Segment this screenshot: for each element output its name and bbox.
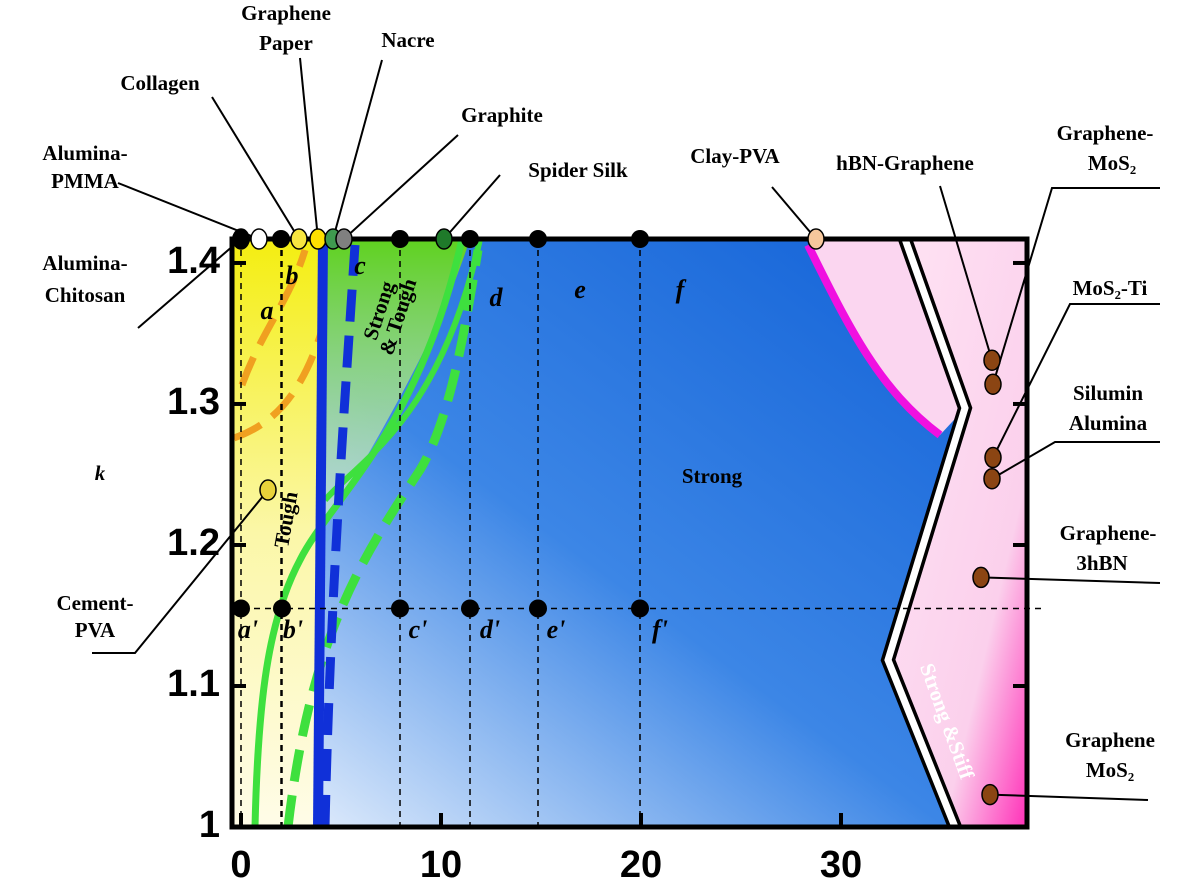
point-label: a bbox=[261, 296, 274, 325]
material-label: Alumina bbox=[1069, 411, 1148, 435]
leader-line bbox=[992, 303, 1160, 459]
y-axis-label: k bbox=[95, 461, 106, 485]
material-point bbox=[807, 228, 825, 250]
point bbox=[391, 230, 409, 248]
material-label: Graphene bbox=[241, 1, 331, 25]
leader-line bbox=[332, 59, 383, 240]
point bbox=[461, 599, 479, 618]
point bbox=[529, 599, 547, 618]
leader-line bbox=[137, 238, 242, 329]
material-label: Alumina- bbox=[42, 141, 127, 165]
pink-region bbox=[808, 239, 965, 435]
material-label: Paper bbox=[259, 31, 313, 55]
material-point bbox=[232, 228, 250, 250]
material-label: Graphite bbox=[461, 103, 543, 127]
point bbox=[273, 599, 291, 618]
point bbox=[529, 230, 547, 248]
material-label: PVA bbox=[75, 618, 116, 642]
material-label: MoS₂-Ti bbox=[1073, 276, 1148, 300]
zigzag bbox=[884, 237, 969, 829]
material-label: PMMA bbox=[51, 169, 119, 193]
y-tick-label: 1.1 bbox=[167, 663, 220, 705]
leader-line bbox=[939, 185, 993, 361]
point bbox=[391, 599, 409, 618]
point bbox=[272, 230, 290, 248]
magenta-curve bbox=[804, 243, 943, 439]
point-label: f' bbox=[652, 615, 668, 644]
point-label: d bbox=[490, 283, 504, 312]
leader-line bbox=[991, 441, 1160, 480]
y-tick-label: 1.3 bbox=[167, 381, 220, 423]
material-point bbox=[983, 349, 1001, 372]
material-label: Spider Silk bbox=[528, 158, 628, 182]
blue-line bbox=[313, 238, 328, 828]
material-point bbox=[290, 228, 308, 250]
regions bbox=[232, 236, 1027, 830]
material-label: MoS₂ bbox=[1086, 758, 1134, 782]
y-tick-label: 1.4 bbox=[167, 240, 220, 282]
point-label: f bbox=[676, 275, 687, 304]
material-point bbox=[250, 228, 268, 250]
point-label: c' bbox=[409, 615, 428, 644]
point bbox=[232, 599, 250, 618]
leader-line bbox=[117, 182, 260, 240]
x-tick-label: 20 bbox=[620, 844, 662, 886]
material-label: Graphene- bbox=[1057, 121, 1154, 145]
point bbox=[461, 230, 479, 248]
material-label: Clay-PVA bbox=[690, 144, 780, 168]
material-label: hBN-Graphene bbox=[836, 151, 974, 175]
y-tick-label: 1.2 bbox=[167, 522, 220, 564]
leader-line bbox=[92, 489, 269, 654]
point-label: d' bbox=[480, 615, 500, 644]
point-label: b bbox=[286, 261, 299, 290]
material-label: Cement- bbox=[57, 591, 134, 615]
leader-line bbox=[299, 57, 319, 240]
point bbox=[631, 230, 649, 248]
point-label: b' bbox=[283, 615, 303, 644]
point-label: a' bbox=[238, 615, 258, 644]
material-label: Graphene- bbox=[1060, 521, 1157, 545]
material-label: MoS₂ bbox=[1088, 151, 1136, 175]
leader-line bbox=[980, 576, 1161, 584]
leader-line bbox=[211, 96, 300, 240]
material-point bbox=[984, 373, 1002, 395]
leader-line bbox=[443, 174, 501, 240]
green-curve bbox=[251, 238, 466, 828]
material-label: Chitosan bbox=[45, 283, 126, 307]
region-label: Strong bbox=[682, 464, 743, 488]
material-point bbox=[259, 479, 277, 501]
material-point bbox=[981, 783, 999, 806]
point-label: e bbox=[574, 275, 586, 304]
material-point bbox=[309, 228, 327, 250]
strong-tough-region bbox=[322, 239, 470, 520]
orange-curve bbox=[238, 248, 309, 387]
material-point bbox=[984, 446, 1002, 469]
material-label: Alumina- bbox=[42, 251, 127, 275]
leader-line bbox=[992, 187, 1160, 385]
green-dashed bbox=[283, 249, 483, 828]
x-tick-label: 10 bbox=[420, 844, 462, 886]
material-label: 3hBN bbox=[1076, 551, 1127, 575]
material-point bbox=[983, 467, 1001, 490]
material-point bbox=[335, 228, 353, 250]
material-label: Collagen bbox=[120, 71, 200, 95]
material-point bbox=[435, 228, 453, 250]
point bbox=[631, 599, 649, 618]
x-tick-label: 0 bbox=[230, 844, 251, 886]
leader-line bbox=[989, 793, 1149, 801]
blue-dashed bbox=[320, 244, 360, 828]
material-label: Silumin bbox=[1073, 381, 1143, 405]
orange-curve bbox=[232, 328, 326, 442]
material-label: Nacre bbox=[381, 28, 434, 52]
x-tick-label: 30 bbox=[820, 844, 862, 886]
point-label: e' bbox=[547, 615, 566, 644]
leader-line bbox=[343, 134, 459, 240]
material-point bbox=[972, 566, 990, 589]
y-tick-label: 1 bbox=[199, 804, 220, 846]
material-label: Graphene bbox=[1065, 728, 1155, 752]
point-label: c bbox=[354, 251, 366, 280]
leader-line bbox=[771, 186, 817, 240]
